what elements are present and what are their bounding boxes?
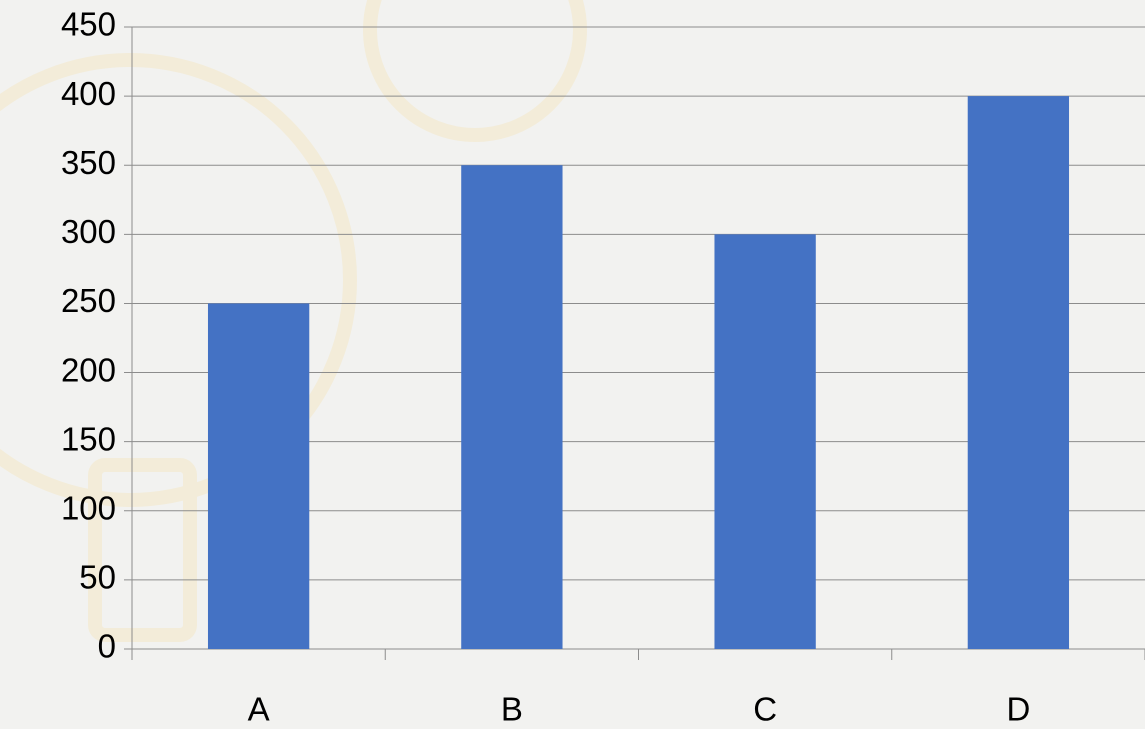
y-tick-label: 200 xyxy=(61,351,116,388)
x-tick-label: B xyxy=(501,691,523,728)
bar xyxy=(208,303,309,649)
y-tick-label: 150 xyxy=(61,420,116,457)
bar xyxy=(968,96,1069,649)
chart: 0 50 100 150 200 250 300 350 400 450 A B C D xyxy=(0,0,1145,729)
bar xyxy=(714,234,815,649)
y-tick-label: 350 xyxy=(61,144,116,181)
y-tick-label: 50 xyxy=(79,559,116,596)
y-tick-label: 250 xyxy=(61,282,116,319)
y-tick-label: 400 xyxy=(61,75,116,112)
x-tick-label: C xyxy=(753,691,777,728)
bar xyxy=(461,165,562,649)
x-tick-label: D xyxy=(1006,691,1030,728)
y-tick-label: 100 xyxy=(61,489,116,526)
x-tick-label: A xyxy=(248,691,270,728)
y-tick-label: 450 xyxy=(61,6,116,43)
page: 050100150200250300350400450ABCD (() => {… xyxy=(0,0,1145,729)
y-tick-label: 300 xyxy=(61,213,116,250)
y-tick-label: 0 xyxy=(98,628,116,665)
